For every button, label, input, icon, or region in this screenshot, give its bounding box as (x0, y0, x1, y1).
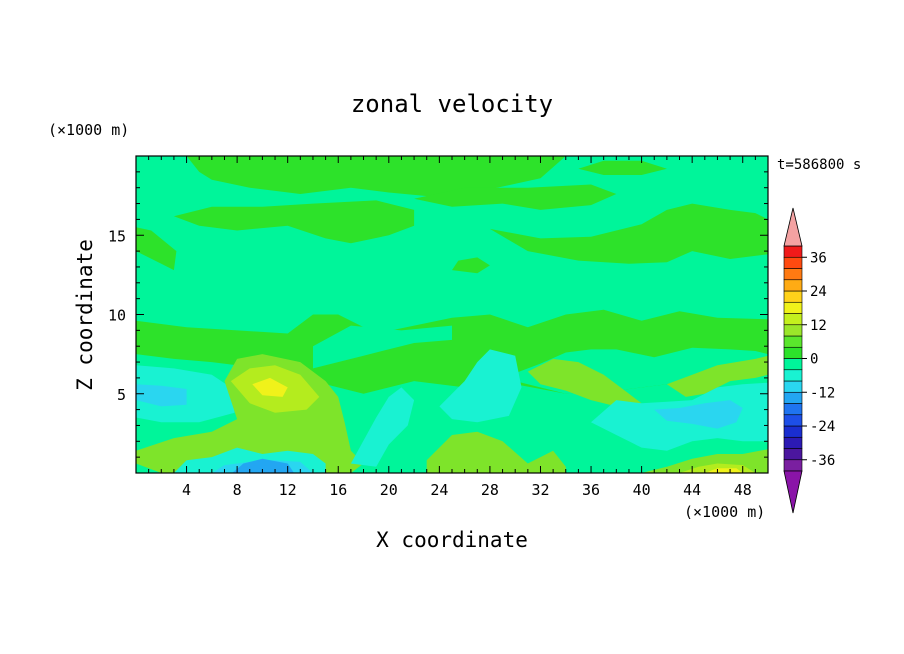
band-top-green (136, 156, 566, 198)
patch-aqua-mid (350, 387, 415, 467)
colorbar-swatch (783, 335, 803, 348)
contour-field (136, 156, 768, 473)
patch-lightgreen-mid (527, 358, 642, 407)
colorbar-swatch (783, 380, 803, 393)
colorbar-under-triangle (783, 470, 803, 514)
patch-green-left (136, 227, 177, 271)
patch-mint-top (136, 171, 174, 191)
patch-lightgreen-right (666, 355, 768, 397)
x-axis-ticks: 4 8 12 16 20 24 28 32 36 40 44 48 (148, 156, 756, 499)
colorbar-swatch (783, 256, 803, 269)
colorbar-tick-label: -12 (810, 385, 835, 401)
patch-green-upper-mid (414, 184, 617, 210)
colorbar-tick-label: -24 (810, 419, 835, 435)
y-tick-label: 15 (108, 227, 126, 245)
colorbar-swatch (783, 414, 803, 427)
chart-title: zonal velocity (351, 90, 553, 118)
patch-mint-mid (313, 325, 452, 369)
colorbar-swatch (783, 324, 803, 337)
x-axis-label: X coordinate (376, 528, 528, 552)
colorbar-swatch (783, 279, 803, 292)
colorbar-swatch (783, 369, 803, 382)
patch-cyan-left (136, 384, 187, 407)
patch-green-upper-left (173, 200, 415, 244)
x-tick-label: 16 (329, 481, 347, 499)
colorbar-over-triangle (783, 207, 803, 247)
x-tick-label: 36 (582, 481, 600, 499)
colorbar-swatch (783, 245, 803, 258)
y-unit-label: (×1000 m) (48, 121, 129, 139)
colorbar-swatch (783, 301, 803, 314)
colorbar-tick-label: -36 (810, 453, 835, 469)
y-tick-label: 5 (117, 386, 126, 404)
x-tick-label: 8 (233, 481, 242, 499)
colorbar-swatch (783, 403, 803, 416)
x-tick-label: 48 (734, 481, 752, 499)
x-tick-label: 44 (683, 481, 701, 499)
colorbar-swatch (783, 436, 803, 449)
y-tick-label: 10 (108, 307, 126, 325)
colorbar: 36 24 12 0 -12 -24 -36 (783, 207, 835, 514)
time-label: t=586800 s (777, 157, 861, 173)
colorbar-swatch (783, 448, 803, 461)
x-tick-label: 12 (279, 481, 297, 499)
colorbar-swatch (783, 313, 803, 326)
colorbar-swatch (783, 268, 803, 281)
colorbar-tick-label: 24 (810, 284, 827, 300)
x-unit-label: (×1000 m) (684, 503, 765, 521)
patch-aqua-mid2 (439, 349, 522, 423)
colorbar-swatch (783, 425, 803, 438)
x-tick-label: 20 (380, 481, 398, 499)
patch-green-top-right (578, 160, 667, 175)
patch-green-upper-right (489, 203, 768, 264)
patch-yellow-bottom-right (704, 468, 743, 473)
x-tick-label: 32 (531, 481, 549, 499)
x-tick-label: 4 (182, 481, 191, 499)
x-tick-label: 28 (481, 481, 499, 499)
patch-sky-bottom (232, 458, 294, 473)
colorbar-swatch (783, 358, 803, 371)
colorbar-swatch (783, 290, 803, 303)
colorbar-swatch (783, 391, 803, 404)
colorbar-swatch (783, 459, 803, 472)
y-axis-label: Z coordinate (73, 239, 97, 391)
x-tick-label: 24 (430, 481, 448, 499)
patch-green-small (452, 257, 490, 274)
patch-yellow-left (252, 377, 288, 397)
colorbar-tick-label: 36 (810, 250, 827, 266)
y-axis-ticks: 5 10 15 (108, 171, 768, 458)
colorbar-tick-label: 0 (810, 352, 818, 368)
colorbar-tick-label: 12 (810, 318, 827, 334)
colorbar-swatch (783, 346, 803, 359)
patch-lightgreen-bottom (426, 431, 566, 473)
patch-cyan-right (654, 400, 743, 429)
x-tick-label: 40 (633, 481, 651, 499)
